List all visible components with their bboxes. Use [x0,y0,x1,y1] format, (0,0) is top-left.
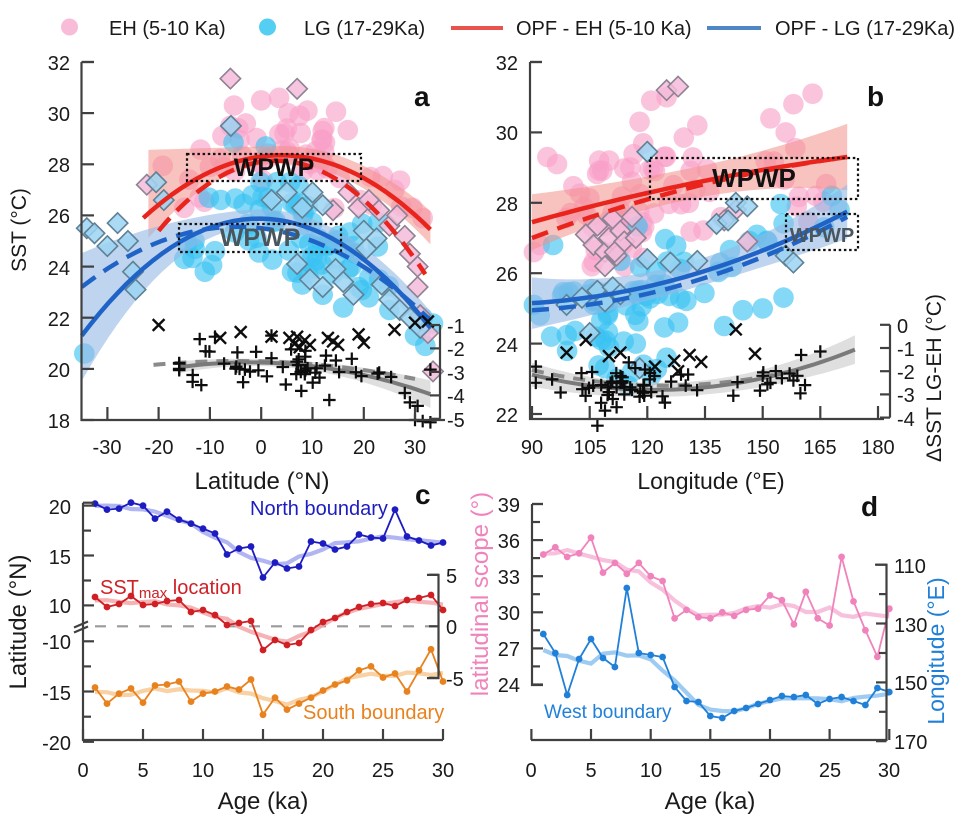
svg-text:-30: -30 [93,437,122,459]
svg-text:10: 10 [640,760,662,782]
svg-text:OPF - LG (17-29Ka): OPF - LG (17-29Ka) [775,18,955,40]
svg-text:165: 165 [803,437,836,459]
svg-text:SST (°C): SST (°C) [8,188,31,272]
svg-text:32: 32 [48,53,70,75]
svg-text:105: 105 [573,437,606,459]
svg-text:32: 32 [496,53,518,75]
svg-text:5: 5 [585,760,596,782]
svg-text:0: 0 [446,617,457,639]
svg-text:120: 120 [630,437,663,459]
svg-text:Longitude (°E): Longitude (°E) [637,468,784,494]
svg-text:-1: -1 [897,339,915,361]
svg-text:24: 24 [48,258,70,280]
svg-text:0: 0 [897,316,908,338]
svg-text:33: 33 [498,567,520,589]
svg-text:110: 110 [894,556,926,578]
svg-text:5: 5 [446,566,457,588]
svg-text:10: 10 [192,760,214,782]
svg-text:-1: -1 [447,316,465,338]
svg-text:Age (ka): Age (ka) [218,788,309,815]
svg-text:170: 170 [894,732,927,754]
svg-text:26: 26 [496,264,518,286]
svg-text:South boundary: South boundary [303,702,444,724]
svg-text:25: 25 [819,760,841,782]
svg-text:150: 150 [894,673,927,695]
svg-text:0: 0 [525,760,536,782]
svg-text:-3: -3 [897,385,915,407]
svg-text:10: 10 [49,596,71,618]
svg-text:30: 30 [432,760,454,782]
svg-text:EH (5-10 Ka): EH (5-10 Ka) [109,18,226,40]
svg-text:39: 39 [498,495,520,517]
svg-text:-20: -20 [145,437,174,459]
svg-text:22: 22 [48,309,70,331]
svg-text:b: b [867,81,884,112]
svg-text:20: 20 [49,497,71,519]
svg-text:24: 24 [496,335,518,357]
svg-text:-3: -3 [447,363,465,385]
svg-text:North boundary: North boundary [250,498,388,520]
svg-text:-10: -10 [196,437,225,459]
svg-text:-5: -5 [446,669,464,691]
svg-text:0: 0 [77,760,88,782]
svg-text:Age (ka): Age (ka) [665,788,756,815]
svg-text:150: 150 [746,437,779,459]
svg-text:LG (17-29Ka): LG (17-29Ka) [304,18,425,40]
svg-text:SSTmax location: SSTmax location [100,577,242,602]
svg-text:5: 5 [137,760,148,782]
svg-text:15: 15 [49,547,71,569]
svg-text:West boundary: West boundary [544,702,672,723]
svg-text:30: 30 [496,123,518,145]
svg-text:a: a [414,81,430,112]
svg-text:25: 25 [372,760,394,782]
svg-text:24: 24 [498,675,520,697]
svg-text:130: 130 [894,615,927,637]
svg-text:Latitude (°N): Latitude (°N) [5,555,32,690]
svg-text:27: 27 [498,639,520,661]
svg-text:WPWP: WPWP [220,224,301,252]
svg-text:latitudinal scope (°): latitudinal scope (°) [467,492,494,696]
svg-text:-5: -5 [447,410,465,432]
svg-text:26: 26 [48,206,70,228]
svg-text:-4: -4 [447,386,465,408]
svg-text:WPWP: WPWP [790,225,854,247]
svg-text:-4: -4 [897,409,915,431]
svg-text:Latitude (°N): Latitude (°N) [195,468,330,495]
svg-text:Longitude (°E): Longitude (°E) [923,577,949,724]
svg-text:-10: -10 [42,632,71,654]
svg-text:30: 30 [404,437,426,459]
svg-text:30: 30 [48,104,70,126]
svg-text:0: 0 [255,437,266,459]
svg-text:20: 20 [759,760,781,782]
svg-text:15: 15 [699,760,721,782]
svg-text:90: 90 [521,437,543,459]
svg-text:15: 15 [252,760,274,782]
svg-text:30: 30 [498,603,520,625]
svg-text:-15: -15 [42,683,71,705]
svg-text:18: 18 [48,411,70,433]
svg-text:28: 28 [496,194,518,216]
svg-text:-2: -2 [447,339,465,361]
svg-text:22: 22 [496,405,518,427]
svg-text:ΔSST LG-EH (°C): ΔSST LG-EH (°C) [923,294,946,462]
svg-text:180: 180 [861,437,894,459]
svg-text:30: 30 [878,760,900,782]
svg-text:-20: -20 [42,733,71,755]
svg-text:WPWP: WPWP [712,163,796,193]
svg-text:c: c [415,479,431,510]
svg-text:20: 20 [312,760,334,782]
svg-text:135: 135 [688,437,721,459]
svg-text:28: 28 [48,155,70,177]
svg-text:10: 10 [301,437,323,459]
svg-text:d: d [861,491,878,522]
svg-text:OPF - EH (5-10 Ka): OPF - EH (5-10 Ka) [516,18,692,40]
svg-text:20: 20 [353,437,375,459]
svg-text:36: 36 [498,531,520,553]
svg-text:WPWP: WPWP [234,154,315,182]
svg-text:20: 20 [48,360,70,382]
svg-text:-2: -2 [897,362,915,384]
